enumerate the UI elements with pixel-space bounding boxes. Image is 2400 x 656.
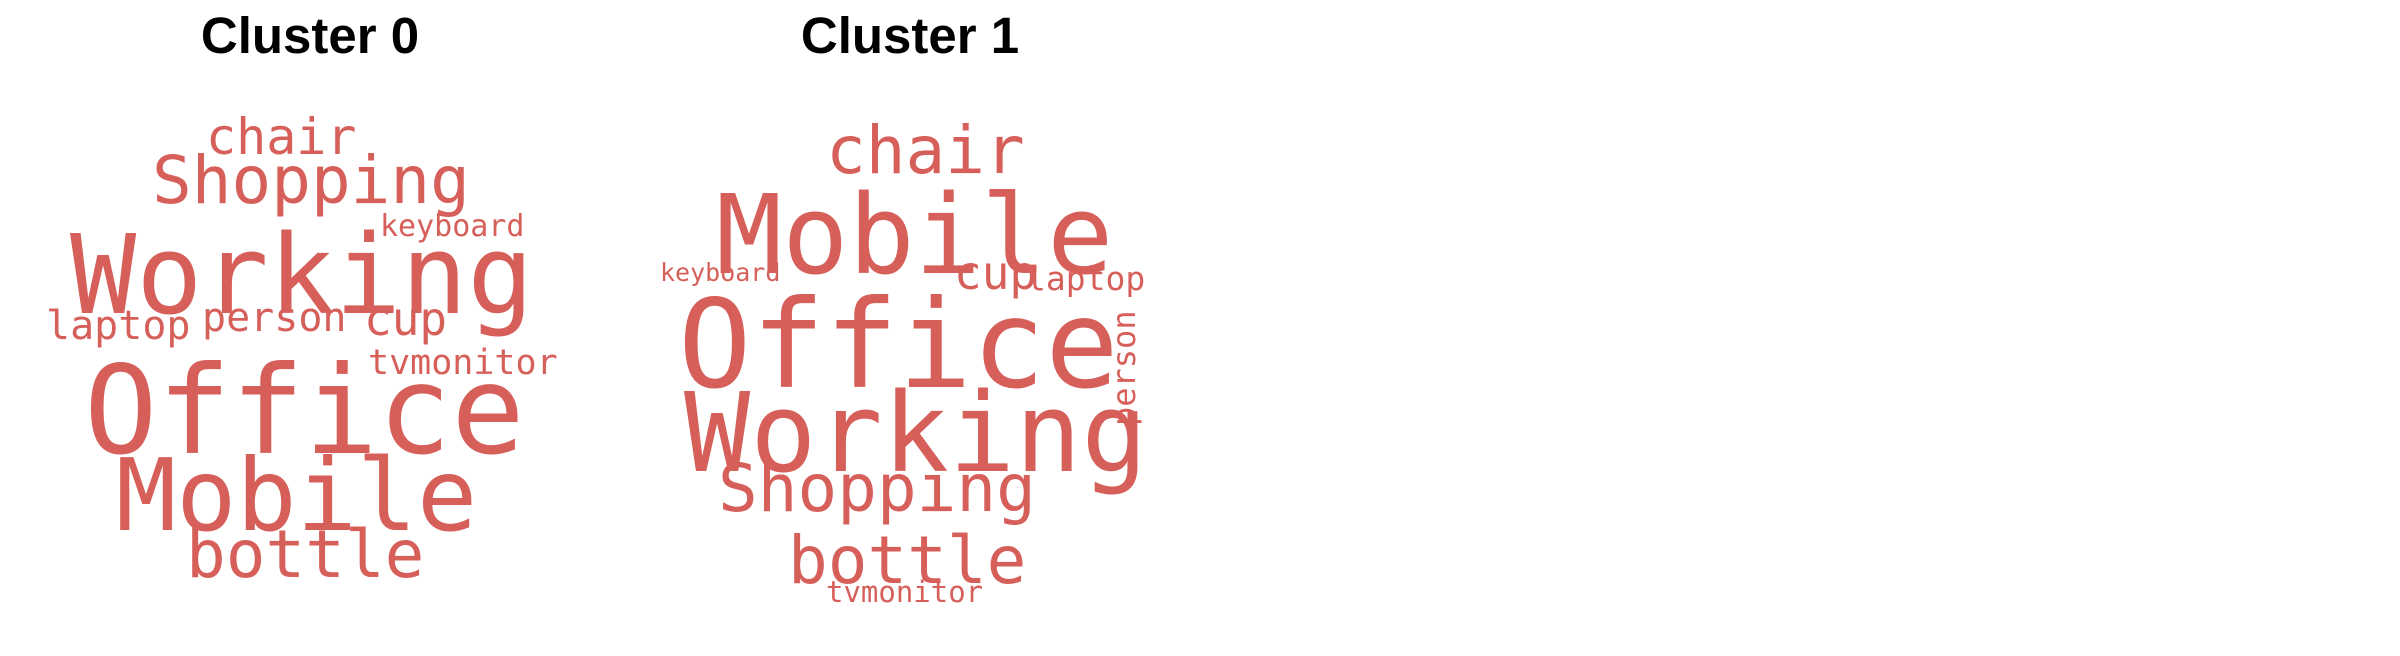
word-laptop: laptop	[1026, 259, 1146, 298]
word-bottle: bottle	[788, 522, 1027, 599]
word-working: Working	[684, 369, 1148, 497]
word-office: Office	[84, 340, 525, 482]
word-person: person	[202, 295, 347, 341]
word-keyboard: keyboard	[380, 209, 525, 244]
word-tvmonitor: tvmonitor	[826, 575, 984, 609]
word-shopping: Shopping	[718, 450, 1036, 527]
cluster-0-title: Cluster 0	[200, 7, 420, 64]
word-tvmonitor: tvmonitor	[368, 343, 558, 383]
word-office: Office	[678, 274, 1119, 416]
word-cup: cup	[954, 246, 1038, 300]
word-chair: chair	[826, 112, 1025, 189]
cluster-1-panel: Cluster 1 chair Mobile keyboard cup lapt…	[600, 0, 1220, 656]
word-mobile: Mobile	[116, 437, 478, 554]
word-bottle: bottle	[186, 516, 425, 593]
word-cup: cup	[364, 292, 448, 346]
word-laptop: laptop	[46, 303, 191, 349]
word-working: Working	[70, 211, 534, 339]
cluster-1-title: Cluster 1	[800, 7, 1020, 64]
word-chair: chair	[206, 108, 357, 166]
word-shopping: Shopping	[152, 142, 470, 219]
cluster-0-panel: Cluster 0 chair Shopping keyboard Workin…	[0, 0, 620, 656]
word-keyboard: keyboard	[660, 258, 781, 287]
word-mobile: Mobile	[716, 171, 1114, 299]
